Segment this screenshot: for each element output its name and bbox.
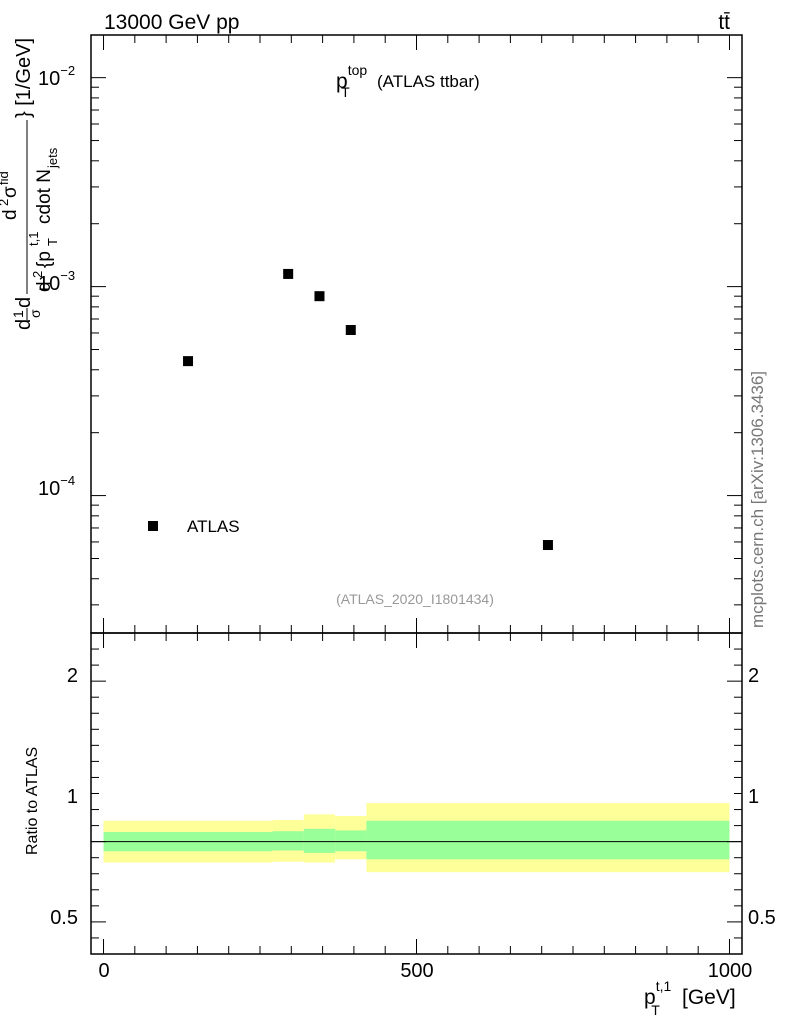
data-point-3 — [345, 325, 356, 336]
svg-text:{p: {p — [34, 251, 55, 268]
data-point-2 — [314, 291, 325, 302]
svg-text:cdot N: cdot N — [34, 169, 55, 224]
svg-text:jets: jets — [45, 147, 60, 169]
svg-text:d: d — [0, 209, 21, 220]
svg-text:d: d — [13, 319, 35, 330]
y-tick-label-1e-3: 10−3 — [38, 268, 75, 295]
legend: ATLAS — [148, 517, 240, 536]
ratio-ticks — [91, 633, 742, 954]
main-title-symbol: p — [336, 70, 348, 93]
x-tick-label-1000: 1000 — [708, 960, 753, 982]
x-tick-label-500: 500 — [400, 960, 433, 982]
legend-marker — [148, 521, 158, 531]
svg-text:} [1/GeV]: } [1/GeV] — [13, 38, 35, 118]
main-ticks — [91, 35, 742, 633]
ratio-y-tick-label-2: 2 — [67, 665, 78, 687]
svg-text:2: 2 — [30, 271, 45, 278]
x-axis-title: pt,1 T — [644, 978, 671, 1018]
main-title-sub: T — [341, 84, 350, 100]
data-point-0 — [183, 356, 194, 367]
svg-text:σ: σ — [0, 186, 21, 198]
side-label: mcplots.cern.ch [arXiv:1306.3436] — [748, 371, 767, 628]
svg-text:1: 1 — [10, 310, 26, 318]
ratio-plot-frame — [90, 632, 743, 955]
ratio-y-tick-label-0.5-right: 0.5 — [748, 907, 776, 929]
band-1-bin-1 — [272, 831, 304, 851]
y-tick-label-1e-2: 10−2 — [38, 63, 75, 90]
energy-label: 13000 GeV pp — [104, 11, 239, 34]
y-tick-label-1e-4: 10−4 — [38, 473, 75, 500]
ratio-bands — [103, 803, 730, 873]
process-label: tt̄ — [718, 11, 730, 34]
svg-text:d: d — [13, 297, 35, 308]
svg-text:t,1: t,1 — [26, 232, 41, 246]
main-plot-frame — [90, 34, 743, 634]
band-1-bin-2 — [303, 828, 336, 853]
main-title-rest: (ATLAS ttbar) — [377, 72, 480, 91]
ratio-panel: 2 1 0.5 2 1 0.5 Ratio to ATLAS 0 500 100… — [24, 632, 776, 1018]
x-axis-unit: [GeV] — [682, 986, 736, 1009]
main-title-sup: top — [348, 62, 368, 78]
data-point-1 — [283, 268, 294, 279]
svg-text:σ: σ — [27, 309, 43, 318]
main-title: ptop T — [336, 62, 367, 100]
band-1-bin-4 — [366, 820, 730, 860]
svg-text:T: T — [45, 238, 60, 246]
x-tick-label-0: 0 — [98, 960, 109, 982]
ratio-y-tick-label-0.5: 0.5 — [50, 907, 78, 929]
legend-label: ATLAS — [187, 517, 240, 536]
main-y-tick-labels: 10−2 10−3 10−4 — [38, 63, 75, 500]
ratio-y-axis-title: Ratio to ATLAS — [24, 747, 41, 855]
band-1-bin-3 — [335, 830, 367, 852]
main-markers — [183, 268, 553, 551]
ratio-y-tick-label-1-right: 1 — [748, 786, 759, 808]
main-y-axis-title: d 1 σ d d 2 {p t,1 T cdot N jets d 2 σ f… — [0, 38, 60, 330]
svg-text:fid: fid — [0, 171, 11, 185]
ratio-y-tick-label-1: 1 — [67, 786, 78, 808]
data-point-4 — [542, 540, 553, 551]
svg-text:2: 2 — [0, 199, 11, 206]
ratio-y-tick-label-2-right: 2 — [748, 665, 759, 687]
analysis-id: (ATLAS_2020_I1801434) — [336, 591, 494, 607]
main-panel: ptop T (ATLAS ttbar) (ATLAS_2020_I1801434… — [0, 34, 743, 634]
svg-text:d: d — [34, 281, 55, 292]
